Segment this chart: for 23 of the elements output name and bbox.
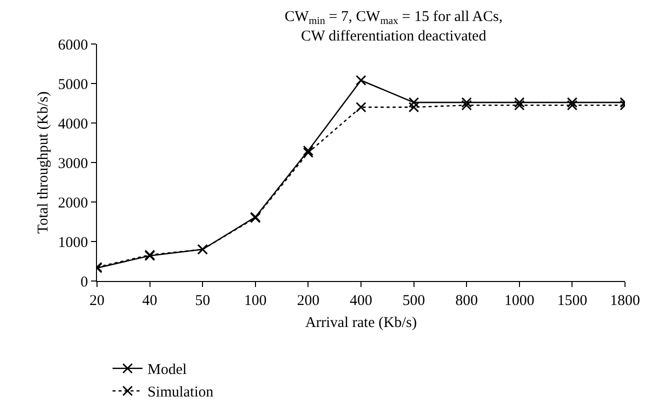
y-tick-label: 0 xyxy=(80,274,88,290)
x-tick-label: 200 xyxy=(296,293,320,309)
y-tick-label: 5000 xyxy=(58,76,88,93)
x-axis-title: Arrival rate (Kb/s) xyxy=(305,315,417,331)
x-tick-label: 50 xyxy=(195,293,210,309)
y-tick-label: 6000 xyxy=(58,37,88,54)
x-tick-label: 20 xyxy=(90,293,104,309)
x-tick-label: 100 xyxy=(244,293,267,309)
x-tick-label: 800 xyxy=(455,293,478,309)
legend-label: Simulation xyxy=(148,384,214,401)
legend-label: Model xyxy=(148,362,187,378)
chart-title: CW$_{min}$ = 7, CW$_{max}$ = 15 for all ACs, CW differentiation deactivated xyxy=(284,8,503,44)
x-tick-label: 1000 xyxy=(504,293,534,309)
x-tick-label: 400 xyxy=(350,293,372,309)
y-tick-label: 1000 xyxy=(58,234,88,251)
y-tick-label: 4000 xyxy=(58,116,88,132)
x-tick-label: 40 xyxy=(142,293,158,309)
x-tick-label: 1800 xyxy=(610,293,640,309)
y-axis-title: Total throughput (Kb/s) xyxy=(35,91,52,234)
y-tick-label: 2000 xyxy=(58,195,88,212)
x-tick-label: 1500 xyxy=(557,293,588,309)
y-tick-label: 3000 xyxy=(58,156,88,172)
x-tick-label: 500 xyxy=(402,293,426,309)
